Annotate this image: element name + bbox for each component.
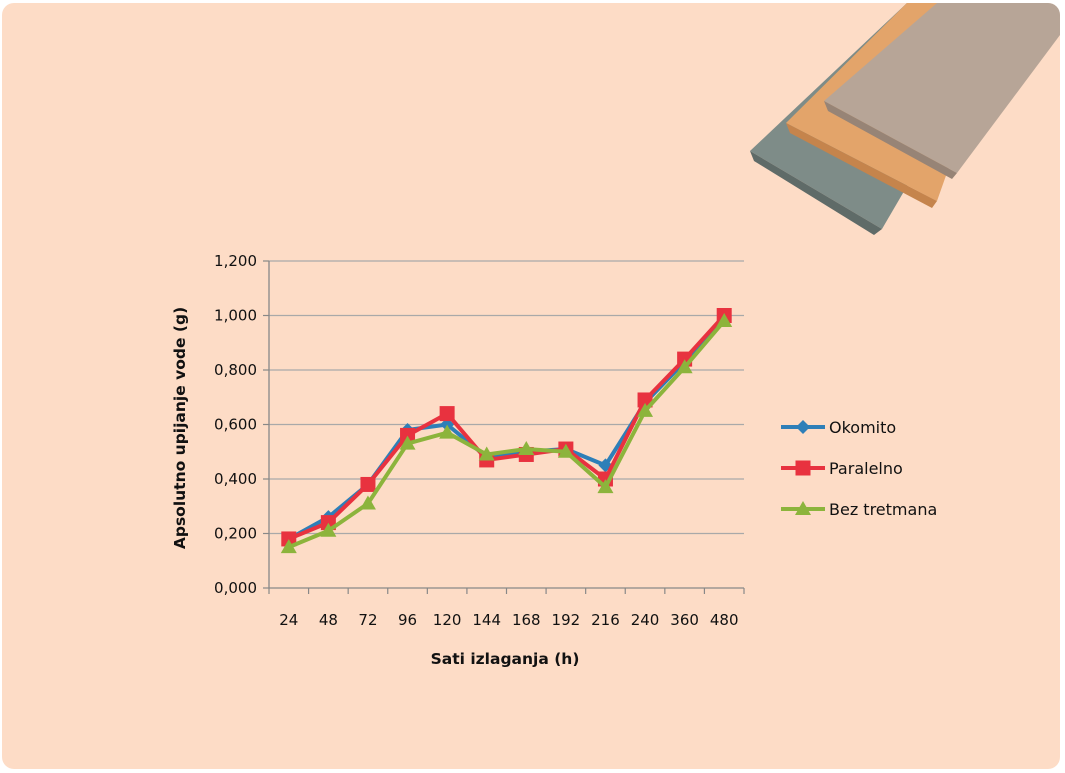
series-line [288, 319, 726, 549]
x-tick-label: 48 [319, 611, 338, 629]
x-tick-label: 96 [398, 611, 417, 629]
x-tick-label: 72 [358, 611, 377, 629]
series-lines [280, 308, 733, 554]
data-point [518, 441, 535, 456]
data-point [281, 531, 297, 547]
axes [263, 260, 745, 594]
data-point [400, 427, 416, 443]
data-point [637, 392, 653, 408]
data-point [439, 424, 456, 439]
x-tick-label: 192 [552, 611, 581, 629]
data-point [439, 406, 455, 422]
data-point [557, 443, 574, 458]
x-tick-label: 144 [472, 611, 501, 629]
y-tick-label: 0,200 [214, 525, 257, 543]
data-point [637, 402, 654, 417]
y-tick-label: 1,000 [214, 307, 257, 325]
y-axis-title: Apsolutno upijanje vode (g) [171, 307, 189, 549]
legend: Okomito Paralelno Bez tretmana [781, 418, 937, 519]
legend-label: Bez tretmana [829, 500, 937, 519]
legend-label: Paralelno [829, 459, 903, 478]
legend-item: Okomito [781, 418, 896, 437]
y-tick-label: 0,000 [214, 579, 257, 597]
data-point [597, 479, 614, 494]
decking-boards-image [750, 3, 1060, 235]
legend-item: Bez tretmana [781, 500, 937, 519]
gridlines [269, 260, 744, 535]
data-point [360, 476, 376, 492]
line-chart: 0,000 0,200 0,400 0,600 0,800 1,000 1,200 24 48… [171, 252, 937, 668]
data-point [320, 522, 337, 537]
y-tick-label: 0,400 [214, 470, 257, 488]
x-tick-label: 120 [433, 611, 462, 629]
x-tick-label: 216 [591, 611, 620, 629]
data-point [280, 539, 297, 554]
legend-item: Paralelno [781, 459, 903, 478]
y-tick-label: 0,600 [214, 416, 257, 434]
x-tick-label: 360 [670, 611, 699, 629]
series-line [288, 314, 726, 541]
data-point [399, 435, 416, 450]
x-tick-label: 168 [512, 611, 541, 629]
y-tick-labels: 0,000 0,200 0,400 0,600 0,800 1,000 1,200 [214, 252, 257, 597]
legend-label: Okomito [829, 418, 896, 437]
chart-panel: 0,000 0,200 0,400 0,600 0,800 1,000 1,200 24 48… [2, 3, 1060, 769]
data-point [676, 359, 693, 374]
series-bez-tretmana [280, 312, 733, 554]
legend-marker [795, 460, 811, 476]
x-tick-label: 24 [279, 611, 298, 629]
data-point [359, 495, 376, 510]
x-axis-title: Sati izlaganja (h) [431, 650, 580, 668]
y-tick-label: 0,800 [214, 361, 257, 379]
x-tick-labels: 24 48 72 96 120 144 168 192 216 240 360 480 [279, 611, 738, 629]
series-okomito [281, 311, 732, 546]
data-point [716, 312, 733, 327]
data-point [478, 446, 495, 461]
y-tick-label: 1,200 [214, 252, 257, 270]
series-paralelno [281, 308, 732, 547]
legend-marker [795, 501, 811, 515]
legend-marker [796, 420, 810, 434]
series-line [287, 316, 726, 541]
x-tick-label: 480 [710, 611, 739, 629]
x-tick-label: 240 [631, 611, 660, 629]
